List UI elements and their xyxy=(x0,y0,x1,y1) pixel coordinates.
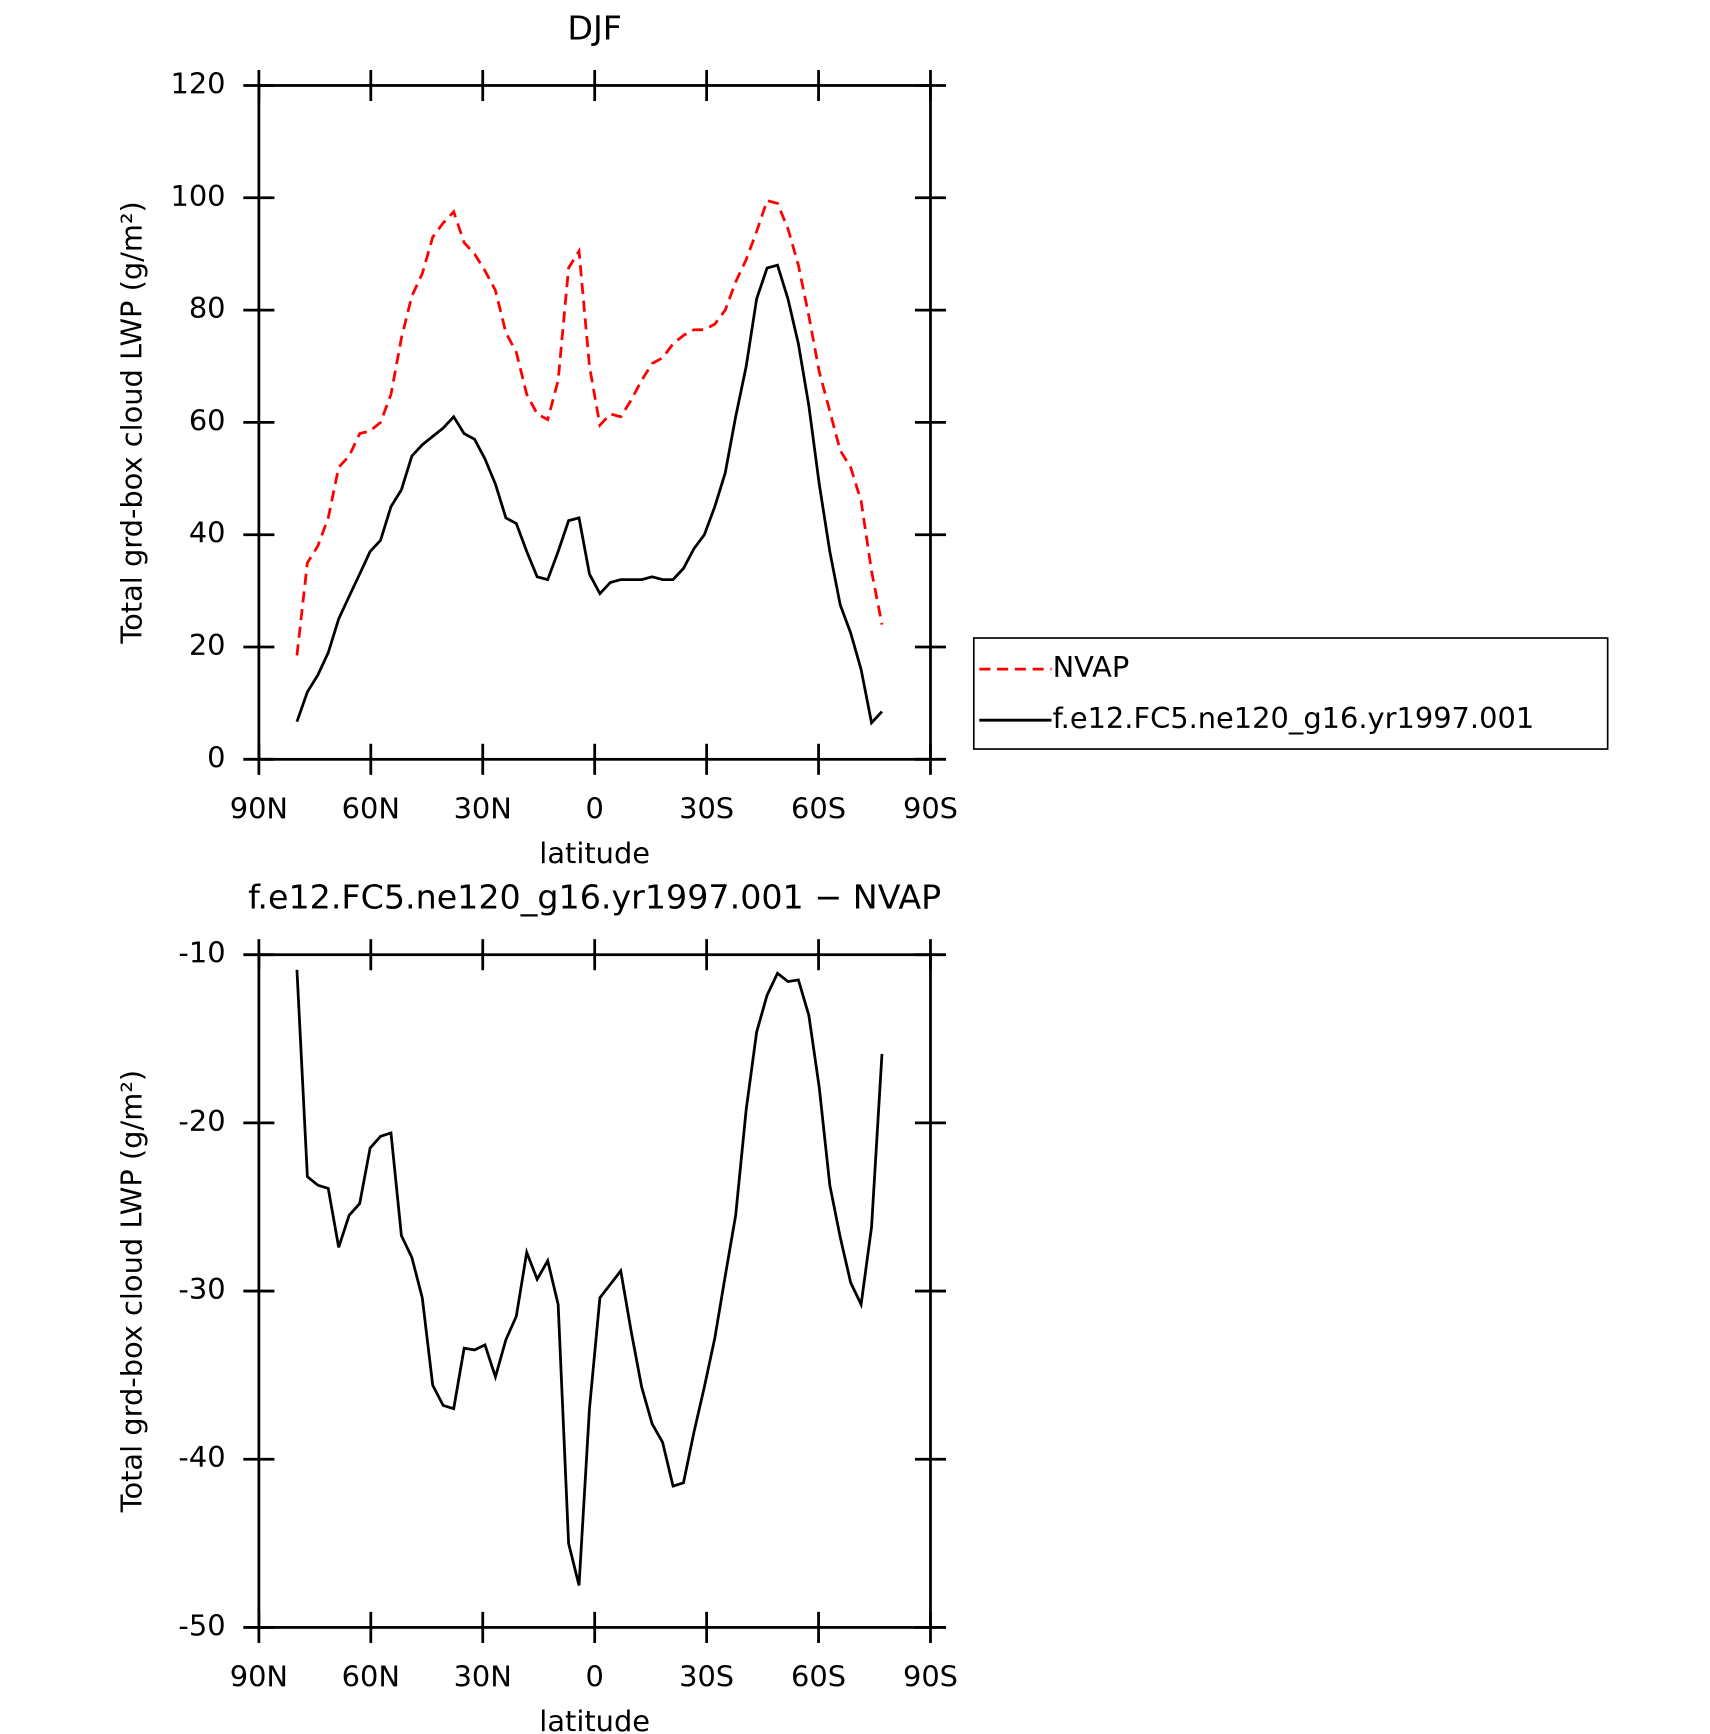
y-tick-label: 40 xyxy=(189,516,226,550)
x-tick-label: 60N xyxy=(342,791,400,825)
y-tick-label: 120 xyxy=(170,66,225,100)
y-axis-label: Total grd-box cloud LWP (g/m²) xyxy=(114,201,148,644)
x-tick-label: 30N xyxy=(454,1659,512,1693)
legend-label: f.e12.FC5.ne120_g16.yr1997.001 xyxy=(1053,701,1535,735)
x-tick-label: 30S xyxy=(679,1659,734,1693)
chart-title: f.e12.FC5.ne120_g16.yr1997.001 − NVAP xyxy=(248,878,941,917)
y-tick-label: 80 xyxy=(189,291,226,325)
x-tick-label: 0 xyxy=(585,1659,603,1693)
legend-box xyxy=(972,637,1609,750)
x-tick-label: 30N xyxy=(454,791,512,825)
y-tick-label: 60 xyxy=(189,403,226,437)
x-axis-label: latitude xyxy=(539,1704,650,1734)
plot: DJF 0 20 40 60 80 100 120 90N 60N 30N 0 30S 60S 90S lat… xyxy=(114,8,1609,870)
y-tick-label: -40 xyxy=(178,1440,225,1474)
x-tick-label: 60S xyxy=(791,1659,846,1693)
plot-frame xyxy=(257,84,932,761)
y-tick-label: 0 xyxy=(207,740,225,774)
plot: f.e12.FC5.ne120_g16.yr1997.001 − NVAP -10… xyxy=(114,878,958,1734)
series-line xyxy=(295,263,883,726)
x-tick-label: 60S xyxy=(791,791,846,825)
chart-title: DJF xyxy=(567,8,622,47)
y-tick-label: -50 xyxy=(178,1608,225,1642)
x-tick-label: 0 xyxy=(585,791,603,825)
x-axis-label: latitude xyxy=(539,836,650,870)
series-line xyxy=(295,198,884,656)
x-tick-label: 90S xyxy=(903,1659,958,1693)
x-tick-label: 90N xyxy=(230,1659,288,1693)
y-tick-label: -20 xyxy=(178,1104,225,1138)
x-tick-label: 90N xyxy=(230,791,288,825)
y-tick-label: 20 xyxy=(189,628,226,662)
y-tick-label: 100 xyxy=(170,179,225,213)
y-axis-label: Total grd-box cloud LWP (g/m²) xyxy=(114,1070,148,1513)
x-tick-label: 90S xyxy=(903,791,958,825)
x-tick-label: 30S xyxy=(679,791,734,825)
series-line xyxy=(295,969,884,1586)
y-tick-label: -30 xyxy=(178,1272,225,1306)
x-tick-label: 60N xyxy=(342,1659,400,1693)
y-tick-label: -10 xyxy=(178,936,225,970)
legend-label: NVAP xyxy=(1053,650,1130,684)
plot-frame xyxy=(257,953,932,1629)
